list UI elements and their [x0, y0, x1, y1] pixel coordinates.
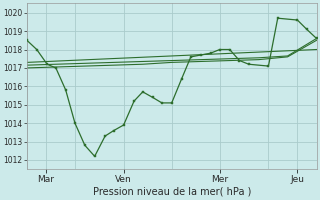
X-axis label: Pression niveau de la mer( hPa ): Pression niveau de la mer( hPa )	[92, 187, 251, 197]
